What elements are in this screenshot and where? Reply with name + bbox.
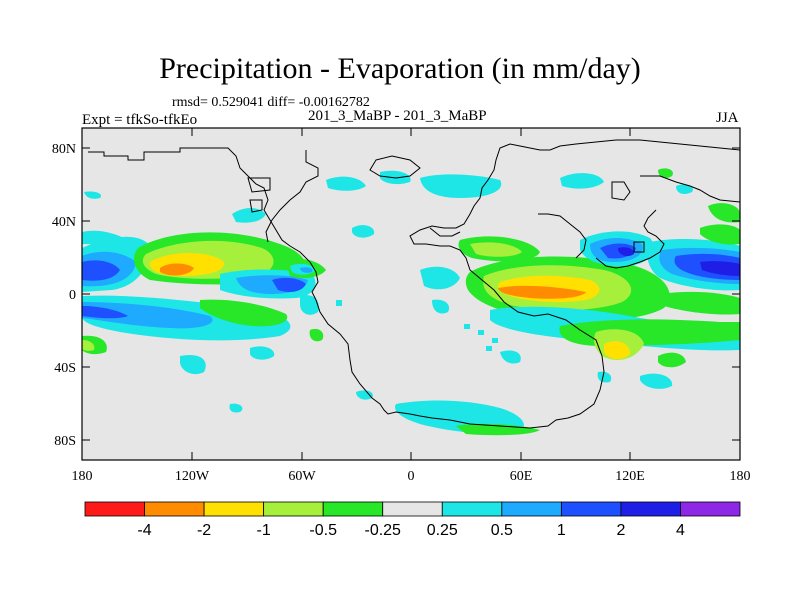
x-tick-label: 180	[730, 469, 751, 484]
season-label: JJA	[716, 110, 739, 126]
colorbar-swatch	[144, 501, 205, 517]
coastlines	[88, 139, 740, 429]
stats-text: rmsd= 0.529041 diff= -0.00162782	[172, 95, 370, 110]
experiment-label: Expt = tfkSo-tfkEo	[82, 112, 198, 128]
colorbar-label: -4	[137, 522, 151, 539]
experiment-name: 201_3_MaBP - 201_3_MaBP	[308, 108, 487, 124]
colorbar-swatch	[84, 501, 145, 517]
colorbar-swatch	[680, 501, 741, 517]
y-tick-label: 80N	[52, 142, 76, 157]
colorbar-swatch	[441, 501, 503, 517]
colorbar-labels: -4 -2 -1 -0.5 -0.25 0.25 0.5 1 2 4	[137, 522, 685, 539]
y-tick-label: 40N	[52, 215, 76, 230]
colorbar-label: 1	[557, 522, 566, 539]
colorbar-swatch	[560, 501, 622, 517]
x-tick-label: 180	[72, 469, 93, 484]
y-tick-labels: 80N 40N 0 40S 80S	[52, 142, 76, 449]
y-tick-label: 0	[69, 288, 76, 303]
colorbar	[84, 501, 741, 517]
field-contours	[82, 168, 740, 436]
colorbar-label: 4	[676, 522, 685, 539]
colorbar-label: -2	[197, 522, 211, 539]
y-tick-marks	[81, 128, 741, 460]
colorbar-swatch	[382, 501, 443, 517]
colorbar-swatch	[263, 501, 324, 517]
colorbar-swatch	[620, 501, 681, 517]
colorbar-label: -0.5	[309, 522, 337, 539]
colorbar-swatch	[322, 501, 384, 517]
chart-title: Precipitation - Evaporation (in mm/day)	[159, 52, 641, 85]
y-tick-label: 40S	[54, 361, 76, 376]
colorbar-swatch	[203, 501, 265, 517]
x-tick-label: 60E	[510, 469, 533, 484]
colorbar-label: 2	[616, 522, 625, 539]
colorbar-label: -0.25	[364, 522, 401, 539]
y-tick-label: 80S	[54, 434, 76, 449]
x-tick-labels: 180 120W 60W 0 60E 120E 180	[72, 469, 751, 484]
colorbar-label: 0.25	[427, 522, 458, 539]
colorbar-swatch	[501, 501, 562, 517]
x-tick-label: 120W	[175, 469, 210, 484]
x-tick-label: 60W	[288, 469, 316, 484]
colorbar-label: 0.5	[491, 522, 513, 539]
x-tick-label: 0	[408, 469, 415, 484]
x-tick-label: 120E	[615, 469, 645, 484]
colorbar-label: -1	[257, 522, 271, 539]
